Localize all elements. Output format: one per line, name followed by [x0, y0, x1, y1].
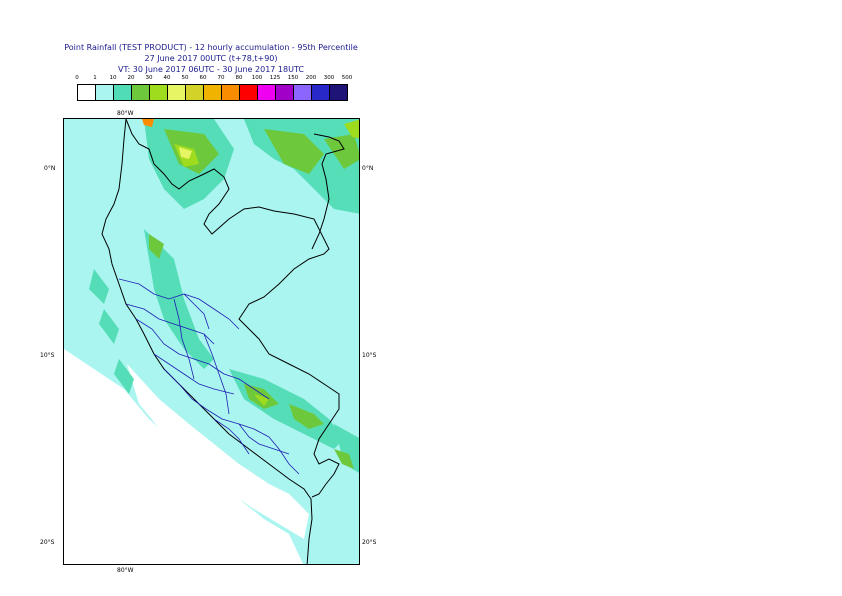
legend-swatch [276, 85, 294, 100]
lat-10-right-label: 10°S [362, 352, 377, 359]
legend-swatch [204, 85, 222, 100]
lat-20-right-label: 20°S [362, 539, 377, 546]
legend-swatch [78, 85, 96, 100]
country-borders [101, 119, 345, 564]
legend-label: 100 [251, 75, 263, 81]
legend-swatch [150, 85, 168, 100]
legend-label: 70 [217, 75, 225, 81]
legend-label: 80 [235, 75, 243, 81]
legend-swatch [330, 85, 347, 100]
legend-label: 200 [305, 75, 317, 81]
legend-label: 60 [199, 75, 207, 81]
legend-labels: 0 1 10 20 30 40 50 60 70 80 100 125 150 200 300 500 [72, 75, 362, 85]
legend-label: 40 [163, 75, 171, 81]
title-line-3: VT: 30 June 2017 06UTC - 30 June 2017 18… [118, 65, 304, 74]
map-title-block: Point Rainfall (TEST PRODUCT) - 12 hourl… [0, 42, 422, 75]
lat-0-left-label: 0°N [44, 165, 56, 172]
legend-swatch [186, 85, 204, 100]
color-legend [77, 84, 348, 101]
legend-label: 500 [341, 75, 353, 81]
top-longitude-label: 80°W [117, 110, 134, 117]
region-borders [118, 278, 300, 475]
legend-label: 10 [109, 75, 117, 81]
lat-20-left-label: 20°S [40, 539, 55, 546]
legend-swatch [132, 85, 150, 100]
rainfall-map [63, 118, 360, 565]
legend-label: 1 [93, 75, 97, 81]
legend-label: 20 [127, 75, 135, 81]
legend-label: 300 [323, 75, 335, 81]
legend-swatch [312, 85, 330, 100]
legend-label: 125 [269, 75, 281, 81]
legend-label: 150 [287, 75, 299, 81]
legend-swatch [258, 85, 276, 100]
title-line-1: Point Rainfall (TEST PRODUCT) - 12 hourl… [64, 43, 358, 52]
legend-label: 0 [75, 75, 79, 81]
rain-60-80mm [142, 119, 154, 127]
legend-swatch [96, 85, 114, 100]
legend-swatch [240, 85, 258, 100]
legend-swatch [114, 85, 132, 100]
legend-label: 30 [145, 75, 153, 81]
legend-swatch [294, 85, 312, 100]
legend-swatch [222, 85, 240, 100]
bottom-longitude-label: 80°W [117, 567, 134, 574]
legend-swatch [168, 85, 186, 100]
dry-west-strip [64, 499, 126, 564]
title-line-2: 27 June 2017 00UTC (t+78,t+90) [144, 54, 278, 63]
lat-0-right-label: 0°N [362, 165, 374, 172]
rain-20-30mm [149, 129, 359, 469]
lat-10-left-label: 10°S [40, 352, 55, 359]
dry-region-inland [127, 364, 309, 539]
rain-40-50mm [179, 147, 192, 159]
legend-label: 50 [181, 75, 189, 81]
map-svg [64, 119, 359, 564]
